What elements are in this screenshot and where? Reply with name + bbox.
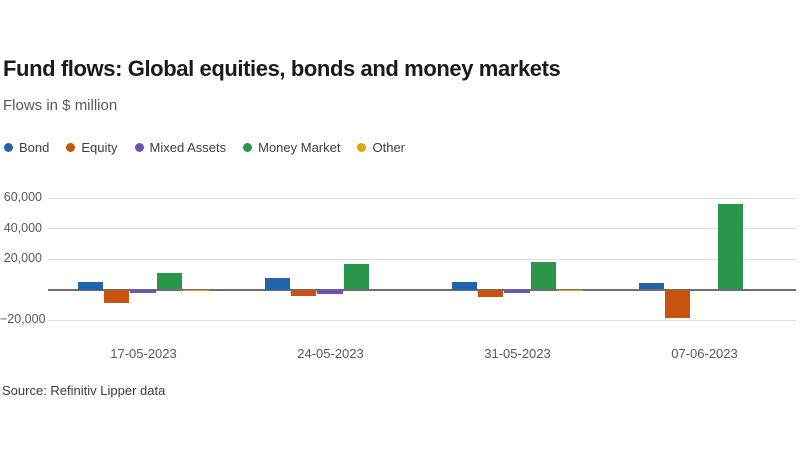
bar-other-31-05-2023 [557, 289, 583, 291]
bar-money-market-17-05-2023 [156, 273, 183, 290]
gridline [48, 258, 796, 260]
legend-item-other: Other [357, 140, 405, 155]
gridline [48, 319, 796, 321]
legend-dot-icon [357, 143, 367, 152]
x-axis-tick-label: 31-05-2023 [484, 346, 551, 361]
zero-axis-line [48, 288, 796, 291]
legend-label: Money Market [258, 140, 341, 155]
legend-label: Mixed Assets [149, 140, 227, 155]
legend-label: Bond [19, 140, 50, 155]
y-axis-tick-label: 40,000 [3, 220, 42, 235]
source-note: Source: Refinitiv Lipper data [2, 383, 166, 398]
bar-mixed-assets-24-05-2023 [317, 289, 343, 295]
bar-equity-07-06-2023 [664, 289, 691, 318]
legend-label: Other [372, 140, 405, 155]
chart-legend: Bond Equity Mixed Assets Money Market Other [4, 140, 405, 155]
chart-subtitle: Flows in $ million [3, 97, 118, 114]
legend-dot-icon [66, 143, 76, 152]
bar-bond-17-05-2023 [77, 281, 103, 290]
bar-other-17-05-2023 [183, 289, 209, 291]
legend-item-money-market: Money Market [243, 140, 340, 155]
x-axis-tick-label: 24-05-2023 [297, 346, 364, 361]
legend-item-mixed-assets: Mixed Assets [134, 140, 227, 155]
bar-mixed-assets-31-05-2023 [504, 289, 530, 294]
bar-bond-31-05-2023 [451, 281, 477, 290]
legend-dot-icon [134, 143, 144, 152]
legend-dot-icon [4, 143, 13, 152]
bar-equity-24-05-2023 [290, 289, 317, 296]
bar-mixed-assets-17-05-2023 [130, 289, 156, 294]
bar-bond-24-05-2023 [264, 278, 290, 290]
legend-label: Equity [81, 140, 118, 155]
gridline [48, 228, 796, 229]
bar-equity-17-05-2023 [103, 289, 130, 304]
bar-money-market-07-06-2023 [717, 204, 744, 290]
x-axis-tick-label: 17-05-2023 [110, 346, 177, 361]
chart-title: Fund flows: Global equities, bonds and m… [3, 56, 561, 81]
y-axis-tick-label: 20,000 [3, 251, 42, 265]
legend-dot-icon [243, 143, 253, 152]
bar-money-market-24-05-2023 [343, 263, 370, 290]
x-axis-tick-label: 07-06-2023 [671, 346, 738, 361]
bar-money-market-31-05-2023 [530, 262, 557, 290]
bar-equity-31-05-2023 [477, 289, 504, 298]
legend-item-bond: Bond [4, 140, 49, 155]
y-axis-tick-label: 60,000 [3, 190, 42, 204]
legend-item-equity: Equity [66, 140, 118, 155]
y-axis-tick-label: −20,000 [0, 312, 46, 326]
bar-bond-07-06-2023 [638, 283, 664, 290]
gridline [48, 197, 796, 199]
